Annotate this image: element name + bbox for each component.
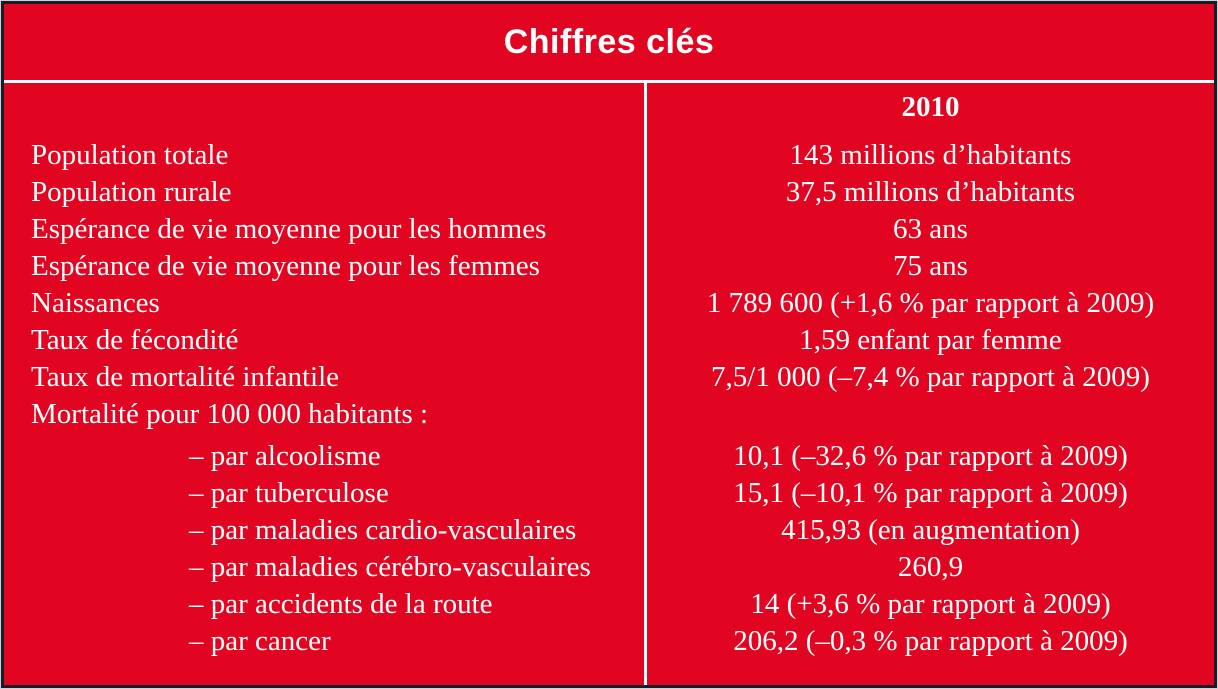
row-label: Espérance de vie moyenne pour les hommes [31, 213, 547, 245]
row-value: 14 (+3,6 % par rapport à 2009) [750, 588, 1111, 620]
row-value: 10,1 (–32,6 % par rapport à 2009) [733, 440, 1128, 472]
panel-title: Chiffres clés [503, 22, 715, 61]
row-value: 7,5/1 000 (–7,4 % par rapport à 2009) [711, 361, 1150, 393]
row-value: 415,93 (en augmentation) [781, 514, 1080, 546]
row-value [644, 396, 1214, 433]
table-row: Espérance de vie moyenne pour les femmes… [4, 248, 1214, 285]
table-row: – par maladies cérébro-vasculaires 260,9 [4, 549, 1214, 586]
panel-header: Chiffres clés [4, 4, 1214, 80]
row-value: 1 789 600 (+1,6 % par rapport à 2009) [706, 287, 1155, 319]
year-header: 2010 [901, 91, 960, 123]
header-divider [4, 80, 1214, 83]
table-rows: Population totale 143 millions d’habitan… [4, 137, 1214, 660]
row-label: – par maladies cérébro-vasculaires [189, 551, 591, 583]
row-value: 260,9 [897, 551, 964, 583]
row-value: 15,1 (–10,1 % par rapport à 2009) [733, 477, 1128, 509]
table-row: Taux de fécondité 1,59 enfant par femme [4, 322, 1214, 359]
row-label: – par cancer [189, 625, 331, 657]
table-row: – par tuberculose 15,1 (–10,1 % par rapp… [4, 475, 1214, 512]
panel-body: 2010 Population totale 143 millions d’ha… [4, 83, 1214, 685]
table-row: – par accidents de la route 14 (+3,6 % p… [4, 586, 1214, 623]
row-label: Population totale [31, 139, 229, 171]
column-divider [644, 83, 647, 685]
row-label: Espérance de vie moyenne pour les femmes [31, 250, 540, 282]
row-label: Taux de fécondité [31, 324, 239, 356]
row-value: 143 millions d’habitants [789, 139, 1072, 171]
row-value: 75 ans [893, 250, 968, 282]
table-row: Mortalité pour 100 000 habitants : [4, 396, 1214, 433]
table-row: – par cancer 206,2 (–0,3 % par rapport à… [4, 623, 1214, 660]
year-row-empty-label [4, 89, 644, 126]
row-label: Naissances [31, 287, 160, 319]
table-row: Espérance de vie moyenne pour les hommes… [4, 211, 1214, 248]
table-row: Naissances 1 789 600 (+1,6 % par rapport… [4, 285, 1214, 322]
table-row: – par maladies cardio-vasculaires 415,93… [4, 512, 1214, 549]
row-label: – par maladies cardio-vasculaires [189, 514, 577, 546]
row-value: 1,59 enfant par femme [799, 324, 1062, 356]
row-label: Mortalité pour 100 000 habitants : [31, 398, 429, 430]
table-row: Population rurale 37,5 millions d’habita… [4, 174, 1214, 211]
row-value: 37,5 millions d’habitants [785, 176, 1076, 208]
table-row: Taux de mortalité infantile 7,5/1 000 (–… [4, 359, 1214, 396]
year-header-row: 2010 [4, 89, 1214, 126]
row-label: Taux de mortalité infantile [31, 361, 339, 393]
row-value: 206,2 (–0,3 % par rapport à 2009) [733, 625, 1128, 657]
table-row: – par alcoolisme 10,1 (–32,6 % par rappo… [4, 438, 1214, 475]
table-row: Population totale 143 millions d’habitan… [4, 137, 1214, 174]
row-value: 63 ans [893, 213, 968, 245]
row-label: – par alcoolisme [189, 440, 381, 472]
row-label: Population rurale [31, 176, 232, 208]
row-label: – par accidents de la route [189, 588, 493, 620]
row-label: – par tuberculose [189, 477, 389, 509]
